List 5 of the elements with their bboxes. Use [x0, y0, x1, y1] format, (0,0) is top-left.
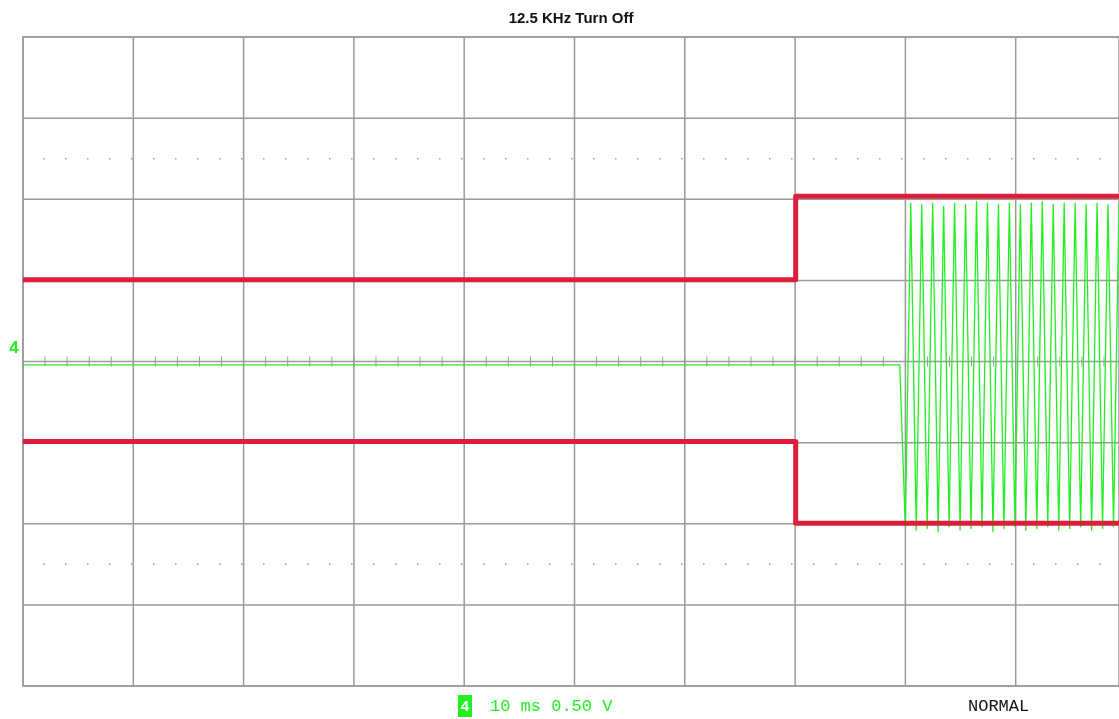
text: NORMAL	[968, 697, 1030, 716]
chart-title: 12.5 KHz Turn Off	[508, 9, 635, 27]
text: 4	[9, 337, 20, 357]
text: 4	[460, 697, 470, 714]
text: 10 ms 0.50 V	[490, 697, 614, 716]
